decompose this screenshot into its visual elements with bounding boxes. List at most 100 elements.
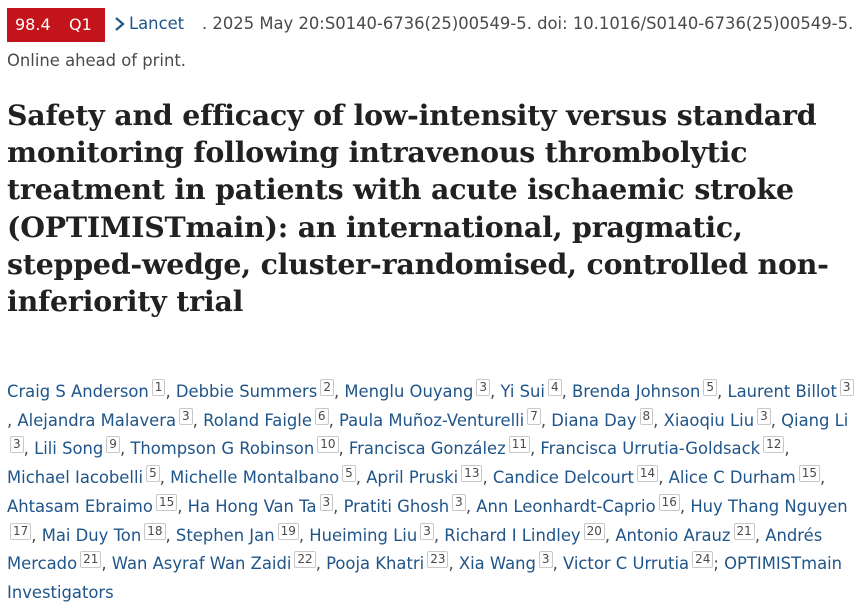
affiliation-marker[interactable]: 13 — [461, 465, 483, 483]
author-link[interactable]: Pratiti Ghosh — [343, 496, 450, 516]
affiliation-marker[interactable]: 11 — [508, 436, 530, 454]
affiliation-marker[interactable]: 24 — [692, 551, 714, 569]
author-link[interactable]: Ann Leonhardt-Caprio — [476, 496, 656, 516]
affiliation-marker[interactable]: 3 — [179, 407, 193, 425]
author-link[interactable]: Pooja Khatri — [326, 554, 425, 574]
author-link[interactable]: Menglu Ouyang — [344, 382, 474, 401]
author-link[interactable]: Alejandra Malavera — [17, 410, 177, 430]
author-separator: , — [177, 496, 188, 516]
author-link[interactable]: Paula Muñoz-Venturelli — [338, 410, 525, 430]
affiliation-marker[interactable]: 3 — [757, 407, 771, 425]
author-link[interactable]: Francisca González — [348, 439, 506, 459]
affiliation-marker[interactable]: 2 — [320, 379, 334, 396]
author-separator: , — [717, 382, 728, 401]
author-link[interactable]: Alice C Durham — [668, 468, 796, 488]
author-link[interactable]: Xia Wang — [458, 554, 536, 574]
author-separator: , — [433, 525, 445, 545]
affiliation-marker[interactable]: 14 — [636, 465, 659, 483]
author-separator: ; — [713, 554, 725, 574]
affiliation-marker[interactable]: 3 — [538, 551, 553, 569]
affiliation-marker[interactable]: 8 — [639, 407, 654, 425]
affiliation-marker[interactable]: 3 — [839, 379, 854, 396]
impact-factor-badge[interactable]: 98.4 Q1 — [7, 8, 105, 42]
affiliation-marker[interactable]: 10 — [317, 436, 339, 454]
author-link[interactable]: Antonio Arauz — [615, 525, 731, 545]
affiliation-marker[interactable]: 3 — [476, 379, 491, 396]
affiliation-marker[interactable]: 21 — [80, 551, 102, 569]
author-link[interactable]: Thompson G Robinson — [130, 439, 315, 459]
author-link[interactable]: Lili Song — [34, 439, 104, 459]
author-link[interactable]: Brenda Johnson — [572, 382, 701, 401]
affiliation-marker[interactable]: 18 — [144, 522, 166, 540]
author-separator: , — [315, 554, 327, 574]
affiliation-marker[interactable]: 16 — [658, 493, 680, 511]
author-link[interactable]: Mai Duy Ton — [41, 525, 142, 545]
chevron-right-icon[interactable] — [112, 14, 128, 34]
author-link[interactable]: Hueiming Liu — [309, 525, 418, 545]
author-link[interactable]: Laurent Billot — [727, 382, 837, 401]
affiliation-marker[interactable]: 5 — [342, 465, 356, 483]
author-separator: , — [165, 382, 176, 401]
author-link[interactable]: Ha Hong Van Ta — [187, 496, 317, 516]
author-link[interactable]: April Pruski — [366, 468, 459, 488]
group-author-link[interactable]: OPTIMISTmain Investigators — [7, 554, 843, 602]
author-separator: , — [31, 525, 42, 545]
author-link[interactable]: Michelle Montalbano — [170, 468, 340, 488]
author-link[interactable]: Craig S Anderson — [7, 382, 149, 401]
affiliation-marker[interactable]: 17 — [10, 522, 32, 540]
author-link[interactable]: Debbie Summers — [175, 382, 318, 401]
affiliation-marker[interactable]: 1 — [151, 379, 166, 396]
author-link[interactable]: Diana Day — [551, 410, 637, 430]
page-title: Safety and efficacy of low-intensity ver… — [7, 98, 829, 319]
affiliation-marker[interactable]: 21 — [733, 522, 755, 540]
author-separator: , — [101, 554, 112, 574]
author-link[interactable]: Candice Delcourt — [492, 468, 634, 488]
impact-factor-value: 98.4 — [15, 15, 51, 34]
author-separator: , — [448, 554, 459, 574]
affiliation-marker[interactable]: 3 — [319, 493, 334, 511]
author-separator: , — [770, 410, 782, 430]
publication-status: Online ahead of print. — [7, 51, 186, 70]
affiliation-marker[interactable]: 7 — [527, 407, 541, 425]
author-link[interactable]: Ahtasam Ebraimo — [7, 496, 153, 516]
citation-details: . 2025 May 20:S0140-6736(25)00549-5. doi… — [202, 14, 854, 33]
affiliation-marker[interactable]: 6 — [314, 407, 329, 425]
author-link[interactable]: Stephen Jan — [175, 525, 275, 545]
affiliation-marker[interactable]: 20 — [583, 522, 605, 540]
author-link[interactable]: Francisca Urrutia-Goldsack — [540, 439, 761, 459]
affiliation-marker[interactable]: 3 — [10, 436, 24, 454]
author-link[interactable]: Yi Sui — [500, 382, 545, 401]
author-link[interactable]: Michael Iacobelli — [7, 468, 144, 488]
author-separator: , — [328, 410, 339, 430]
author-link[interactable]: Qiang Li — [781, 410, 849, 430]
author-link[interactable]: Huy Thang Nguyen — [690, 496, 848, 516]
author-separator: , — [333, 496, 344, 516]
affiliation-marker[interactable]: 19 — [277, 522, 299, 540]
author-link[interactable]: Roland Faigle — [203, 410, 312, 430]
affiliation-marker[interactable]: 22 — [294, 551, 316, 569]
affiliation-marker[interactable]: 5 — [146, 465, 160, 483]
author-link[interactable]: Wan Asyraf Wan Zaidi — [111, 554, 292, 574]
affiliation-marker[interactable]: 3 — [452, 493, 466, 511]
affiliation-marker[interactable]: 23 — [427, 551, 449, 569]
affiliation-marker[interactable]: 15 — [155, 493, 178, 511]
author-separator: , — [820, 468, 826, 488]
author-separator: , — [355, 468, 367, 488]
author-separator: , — [192, 410, 204, 430]
author-separator: , — [165, 525, 176, 545]
author-separator: , — [604, 525, 616, 545]
affiliation-marker[interactable]: 15 — [798, 465, 821, 483]
author-link[interactable]: Richard I Lindley — [444, 525, 581, 545]
journal-link[interactable]: Lancet — [129, 14, 185, 33]
affiliation-marker[interactable]: 5 — [703, 379, 718, 396]
author-separator: , — [490, 382, 501, 401]
author-separator: , — [23, 439, 35, 459]
affiliation-marker[interactable]: 12 — [763, 436, 785, 454]
affiliation-marker[interactable]: 3 — [420, 522, 434, 540]
author-link[interactable]: Victor C Urrutia — [562, 554, 690, 574]
author-link[interactable]: Xiaoqiu Liu — [663, 410, 755, 430]
affiliation-marker[interactable]: 9 — [106, 436, 120, 454]
affiliation-marker[interactable]: 4 — [547, 379, 562, 396]
author-link[interactable]: Andrés Mercado — [7, 525, 823, 574]
